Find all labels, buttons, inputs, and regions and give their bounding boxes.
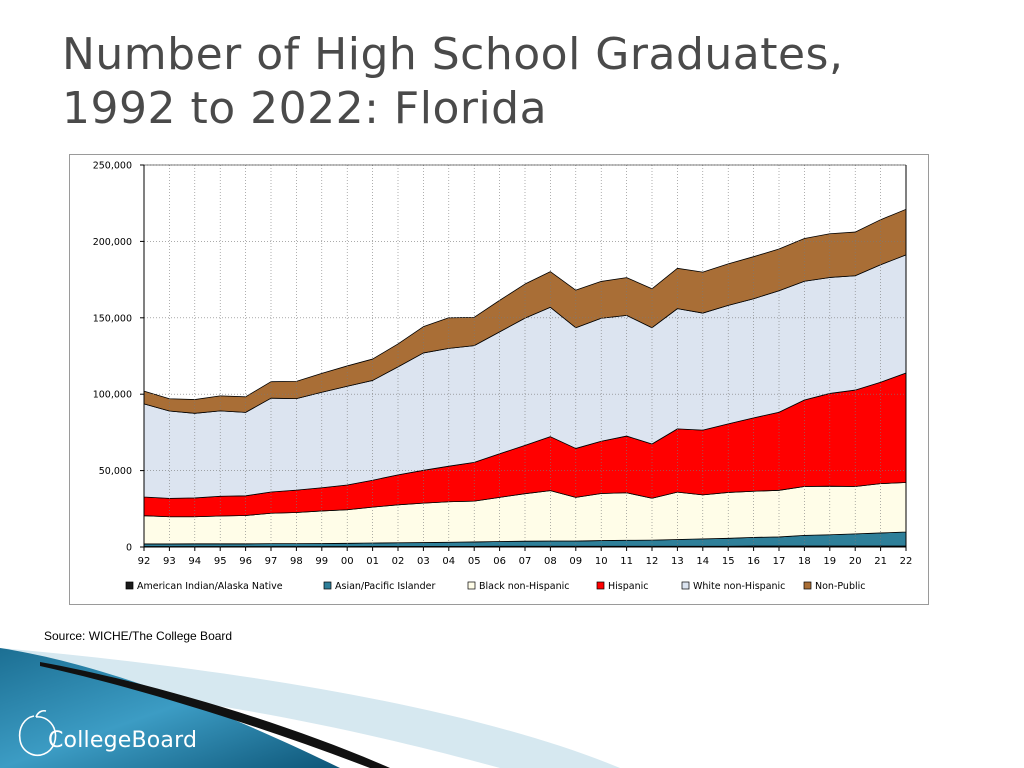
- collegeboard-logo: [18, 709, 57, 756]
- x-tick-label: 02: [392, 556, 405, 567]
- legend-label: White non-Hispanic: [693, 581, 785, 592]
- x-tick-label: 08: [544, 556, 557, 567]
- x-tick-label: 04: [442, 556, 455, 567]
- x-tick-label: 98: [290, 556, 303, 567]
- x-tick-label: 18: [798, 556, 811, 567]
- x-tick-label: 09: [569, 556, 582, 567]
- x-tick-label: 13: [671, 556, 684, 567]
- legend-swatch: [467, 581, 476, 590]
- source-note: Source: WICHE/The College Board: [44, 629, 233, 643]
- y-tick-label: 200,000: [93, 237, 132, 248]
- legend-label: Asian/Pacific Islander: [335, 581, 435, 592]
- x-tick-label: 14: [696, 556, 709, 567]
- legend-swatch: [681, 581, 690, 590]
- legend-label: Non-Public: [815, 581, 865, 592]
- x-tick-label: 00: [341, 556, 354, 567]
- chart-frame: 0 50,000 100,000 150,000 200,000 250,000 92 93…: [69, 154, 929, 605]
- x-tick-label: 10: [595, 556, 608, 567]
- gridlines: [144, 164, 906, 547]
- x-tick-label: 97: [265, 556, 278, 567]
- stacked-area-chart: 0 50,000 100,000 150,000 200,000 250,000 92 93…: [93, 161, 913, 593]
- legend-swatch: [596, 581, 605, 590]
- x-tick-labels: 92 93 94 95 96 97 98 99 00 01 02 03 04 05 06 07 08 09 10 11…: [138, 547, 913, 567]
- x-tick-label: 96: [239, 556, 252, 567]
- x-tick-label: 03: [417, 556, 430, 567]
- y-tick-label: 250,000: [93, 161, 132, 172]
- acorn-outline-icon: [18, 709, 57, 756]
- legend-swatch: [125, 581, 134, 590]
- legend-label: Hispanic: [608, 581, 648, 592]
- x-tick-label: 01: [366, 556, 379, 567]
- light-blue-band: [0, 648, 620, 768]
- x-tick-label: 19: [823, 556, 836, 567]
- teal-swoosh: [0, 648, 340, 768]
- legend-label: American Indian/Alaska Native: [137, 581, 283, 592]
- x-tick-label: 93: [163, 556, 176, 567]
- y-tick-label: 50,000: [99, 466, 132, 477]
- x-tick-label: 17: [773, 556, 786, 567]
- slide-title: Number of High School Graduates, 1992 to…: [62, 28, 1002, 136]
- y-tick-labels: 0 50,000 100,000 150,000 200,000 250,000: [93, 161, 144, 554]
- y-tick-label: 0: [126, 543, 132, 554]
- x-tick-label: 05: [468, 556, 481, 567]
- x-tick-label: 07: [519, 556, 532, 567]
- black-stripe: [40, 662, 390, 768]
- legend: American Indian/Alaska Native Asian/Pacif…: [125, 581, 865, 592]
- x-tick-label: 12: [646, 556, 659, 567]
- x-tick-label: 11: [620, 556, 633, 567]
- x-tick-label: 21: [874, 556, 887, 567]
- brand-name: CollegeBoard: [48, 728, 198, 753]
- x-tick-label: 20: [849, 556, 862, 567]
- legend-label: Black non-Hispanic: [479, 581, 569, 592]
- y-tick-label: 150,000: [93, 313, 132, 324]
- x-tick-label: 92: [138, 556, 151, 567]
- y-tick-label: 100,000: [93, 390, 132, 401]
- x-tick-label: 22: [900, 556, 913, 567]
- title-line-1: Number of High School Graduates,: [62, 29, 844, 80]
- title-line-2: 1992 to 2022: Florida: [62, 83, 548, 134]
- decorative-swoosh: [0, 648, 620, 768]
- x-tick-label: 16: [747, 556, 760, 567]
- x-tick-label: 95: [214, 556, 227, 567]
- legend-swatch: [323, 581, 332, 590]
- x-tick-label: 06: [493, 556, 506, 567]
- x-tick-label: 15: [722, 556, 735, 567]
- legend-swatch: [803, 581, 812, 590]
- x-tick-label: 94: [188, 556, 201, 567]
- x-tick-label: 99: [315, 556, 328, 567]
